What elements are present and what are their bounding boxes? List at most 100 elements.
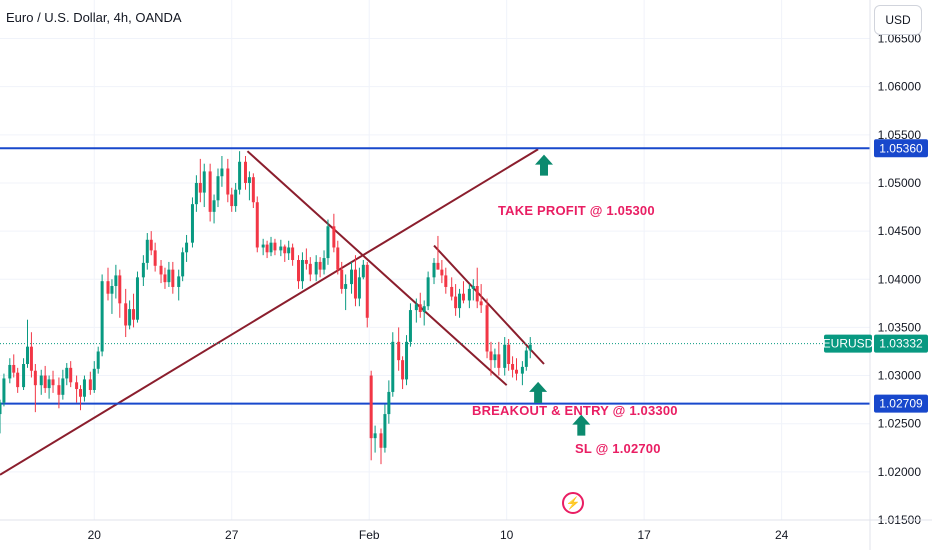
candle-body: [365, 264, 369, 318]
price-tick-label: 1.04000: [878, 272, 922, 286]
candle: [265, 240, 269, 259]
price-line-tag: [874, 334, 928, 353]
candle-body: [29, 346, 33, 371]
candlesticks: [0, 151, 532, 465]
candle-body: [520, 366, 524, 374]
candle: [216, 168, 220, 208]
lightning-bolt-icon[interactable]: ⚡: [562, 492, 584, 514]
candle-body: [234, 189, 238, 207]
candle: [336, 240, 340, 275]
candle-body: [511, 364, 515, 370]
candle-body: [135, 277, 139, 320]
candle-body: [194, 182, 198, 205]
candle-body: [322, 258, 326, 270]
currency-button[interactable]: USD: [874, 5, 922, 35]
candle: [322, 250, 326, 275]
candle-body: [39, 375, 43, 386]
candle-body: [401, 360, 405, 380]
candle-body: [383, 414, 387, 448]
candle-body: [230, 194, 234, 207]
time-tick-label: 24: [775, 528, 789, 542]
candle: [75, 375, 79, 403]
candle-body: [297, 260, 301, 282]
candle-body: [261, 244, 265, 248]
candle-body: [405, 341, 409, 380]
candle: [194, 175, 198, 212]
chart-title: Euro / U.S. Dollar, 4h, OANDA: [6, 10, 182, 25]
candle: [344, 274, 348, 311]
support-level-tag-text: 1.02709: [879, 397, 923, 411]
candle-body: [202, 171, 206, 193]
candle: [350, 261, 354, 294]
candle-body: [379, 433, 383, 448]
candle: [353, 255, 357, 307]
candle: [51, 370, 55, 393]
candle-body: [440, 269, 444, 276]
candle: [159, 260, 163, 284]
candle: [145, 233, 149, 270]
candle: [141, 255, 145, 286]
candle: [47, 375, 51, 399]
candle: [43, 365, 47, 393]
candle-body: [461, 293, 465, 301]
price-tick-label: 1.03000: [878, 369, 922, 383]
price-tick-label: 1.02000: [878, 465, 922, 479]
candle-body: [273, 242, 277, 251]
candle-body: [159, 265, 163, 275]
candle-body: [373, 433, 377, 439]
candle: [171, 261, 175, 294]
candle-body: [171, 269, 175, 287]
chart-grid: [0, 0, 870, 521]
candle-body: [458, 293, 462, 309]
candle-body: [308, 263, 312, 275]
candle-body: [471, 286, 475, 289]
candle: [287, 240, 291, 260]
candle: [181, 247, 185, 282]
candle: [25, 319, 29, 368]
time-tick-label: 10: [500, 528, 514, 542]
candle-body: [141, 262, 145, 278]
trend-lines[interactable]: [0, 148, 545, 476]
candle: [440, 260, 444, 284]
candle-body: [436, 262, 440, 270]
candle: [369, 370, 373, 461]
candle-body: [467, 288, 471, 301]
price-axis[interactable]: 1.06500 1.06000 1.05500 1.05000 1.04500 1.040…: [869, 0, 922, 550]
candle: [202, 163, 206, 208]
time-axis[interactable]: 20 27 Feb 10 17 24: [0, 519, 932, 542]
candle-body: [387, 391, 391, 415]
candle: [2, 373, 6, 407]
candle: [124, 288, 128, 338]
horizontal-levels[interactable]: [0, 147, 870, 405]
candle-body: [238, 161, 242, 190]
candle: [291, 243, 295, 266]
candle-body: [22, 364, 26, 388]
candle: [432, 258, 436, 285]
candle: [283, 244, 287, 262]
candle: [391, 332, 395, 397]
candle: [528, 337, 532, 359]
price-tick-label: 1.06000: [878, 80, 922, 94]
candle-body: [336, 247, 340, 270]
candle-body: [340, 269, 344, 289]
candle: [273, 238, 277, 256]
candle-body: [57, 385, 61, 395]
candle: [497, 341, 501, 376]
candle-body: [33, 370, 37, 386]
candle-body: [507, 344, 511, 364]
price-tick-label: 1.02500: [878, 417, 922, 431]
candle-body: [485, 305, 489, 352]
candle: [185, 234, 189, 262]
candle-body: [96, 351, 100, 369]
candle-body: [114, 275, 118, 286]
candle-body: [304, 260, 308, 264]
candle-body: [314, 261, 318, 275]
candle: [511, 356, 515, 378]
candle: [357, 267, 361, 307]
candle: [65, 363, 69, 386]
candle-body: [153, 250, 157, 266]
candle: [450, 277, 454, 301]
candle-body: [361, 264, 365, 278]
candle-body: [226, 168, 230, 195]
